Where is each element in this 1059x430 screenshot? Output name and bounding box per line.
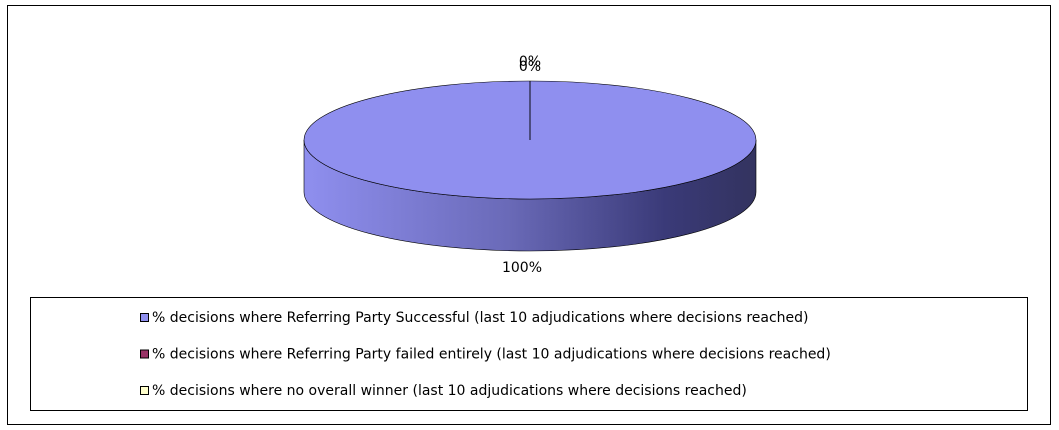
legend-label: % decisions where Referring Party Succes… <box>152 310 809 326</box>
legend-swatch <box>140 313 149 322</box>
data-label: 0% <box>519 59 541 75</box>
legend-swatch <box>140 349 149 359</box>
data-label: 0% <box>519 54 541 70</box>
legend-label: % decisions where no overall winner (las… <box>152 383 747 399</box>
legend-swatch <box>140 386 149 395</box>
data-label: 100% <box>502 260 542 276</box>
legend-box <box>30 297 1028 411</box>
legend-label: % decisions where Referring Party failed… <box>152 347 831 363</box>
